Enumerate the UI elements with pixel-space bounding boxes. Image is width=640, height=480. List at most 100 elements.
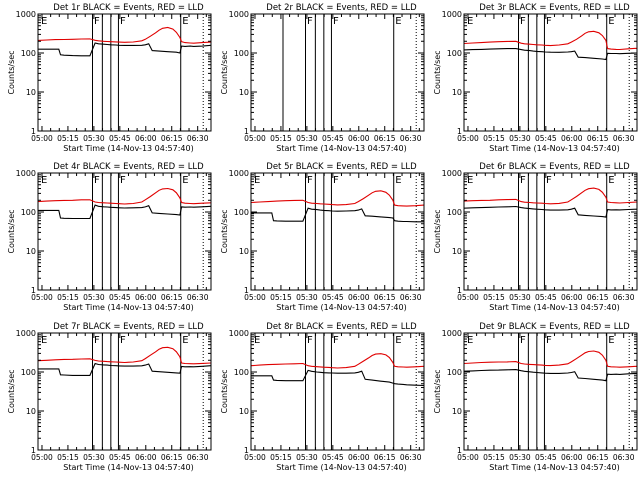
event-marker-label: F (307, 175, 313, 186)
y-tick-label: 1000 (442, 10, 462, 19)
chart-panel-3: Det 3r BLACK = Events, RED = LLD E F F E 1 10 1… (433, 3, 638, 153)
series-lld-line (250, 353, 425, 369)
x-axis-label: Start Time (14-Nov-13 04:57:40) (63, 144, 193, 153)
series-lld-line (37, 346, 212, 365)
event-marker-label: F (520, 16, 526, 27)
x-tick-label: 06:00 (561, 134, 583, 143)
x-tick-label: 05:45 (322, 293, 344, 302)
x-tick-label: 05:15 (270, 293, 292, 302)
y-tick-label: 10 (452, 88, 462, 97)
event-marker-label: E (608, 16, 614, 27)
x-tick-label: 05:45 (322, 453, 344, 462)
panel-title: Det 9r BLACK = Events, RED = LLD (479, 322, 630, 332)
y-tick-label: 100 (234, 208, 249, 217)
plot-frame (37, 172, 212, 291)
x-tick-label: 05:00 (31, 293, 53, 302)
y-axis-label: Counts/sec (433, 369, 442, 413)
x-axis-label: Start Time (14-Nov-13 04:57:40) (276, 303, 406, 312)
event-marker-label: F (307, 16, 313, 27)
x-tick-label: 05:45 (535, 293, 557, 302)
x-axis-label: Start Time (14-Nov-13 04:57:40) (489, 463, 619, 472)
y-tick-label: 10 (26, 88, 36, 97)
y-tick-label: 1 (31, 286, 36, 295)
event-marker-label: F (546, 335, 552, 346)
series-lld-line (463, 30, 638, 51)
x-tick-label: 06:30 (613, 453, 635, 462)
x-tick-label: 05:00 (244, 453, 266, 462)
y-tick-label: 1 (244, 286, 249, 295)
y-tick-label: 100 (21, 208, 36, 217)
x-tick-label: 05:45 (535, 453, 557, 462)
y-tick-label: 100 (234, 368, 249, 377)
x-tick-label: 05:30 (83, 134, 105, 143)
event-marker-label: E (608, 175, 614, 186)
y-tick-label: 1 (31, 446, 36, 455)
y-tick-label: 10 (239, 88, 249, 97)
event-marker-label: E (41, 335, 47, 346)
plot-frame (250, 332, 425, 451)
y-tick-label: 1000 (442, 169, 462, 178)
x-tick-label: 05:30 (296, 134, 318, 143)
x-axis-label: Start Time (14-Nov-13 04:57:40) (489, 303, 619, 312)
panel-title: Det 2r BLACK = Events, RED = LLD (266, 3, 417, 13)
chart-panel-6: Det 6r BLACK = Events, RED = LLD E F F E 1 10 1… (433, 162, 638, 312)
x-tick-label: 05:30 (509, 453, 531, 462)
series-events-line (251, 369, 425, 387)
y-tick-label: 10 (239, 247, 249, 256)
y-tick-label: 1000 (229, 329, 249, 338)
x-tick-label: 06:30 (400, 134, 422, 143)
x-tick-label: 06:15 (374, 293, 396, 302)
y-tick-label: 1000 (16, 10, 36, 19)
x-tick-label: 05:45 (535, 134, 557, 143)
x-tick-label: 05:30 (83, 453, 105, 462)
plot-frame (463, 13, 638, 132)
panels-container: Det 1r BLACK = Events, RED = LLD E F F E 1 10 1… (7, 3, 638, 472)
x-axis-label: Start Time (14-Nov-13 04:57:40) (276, 144, 406, 153)
event-marker-label: F (120, 335, 126, 346)
event-marker-label: F (307, 335, 313, 346)
x-tick-label: 05:15 (57, 293, 79, 302)
event-marker-label: E (467, 16, 473, 27)
x-tick-label: 05:15 (57, 453, 79, 462)
event-marker-label: E (467, 175, 473, 186)
event-marker-label: F (94, 16, 100, 27)
x-tick-label: 05:45 (109, 134, 131, 143)
series-events-line (463, 369, 638, 382)
y-axis-label: Counts/sec (433, 209, 442, 253)
event-marker-label: E (467, 335, 473, 346)
y-tick-label: 1 (244, 127, 249, 136)
x-tick-label: 06:00 (348, 293, 370, 302)
event-marker-label: E (395, 16, 401, 27)
y-tick-label: 10 (26, 247, 36, 256)
plot-frame (37, 13, 212, 132)
y-tick-label: 1000 (229, 169, 249, 178)
x-tick-label: 05:15 (270, 453, 292, 462)
x-tick-label: 05:30 (83, 293, 105, 302)
event-marker-label: F (94, 175, 100, 186)
panel-title: Det 5r BLACK = Events, RED = LLD (266, 162, 417, 172)
series-events-line (38, 42, 212, 57)
y-axis-label: Counts/sec (7, 369, 16, 413)
chart-panel-7: Det 7r BLACK = Events, RED = LLD E F F E 1 10 1… (7, 322, 212, 472)
series-lld-line (463, 350, 638, 368)
x-tick-label: 05:15 (483, 134, 505, 143)
y-tick-label: 1000 (16, 329, 36, 338)
y-axis-label: Counts/sec (433, 50, 442, 94)
x-tick-label: 06:30 (613, 134, 635, 143)
x-tick-label: 06:30 (400, 453, 422, 462)
series-events-line (38, 204, 212, 220)
panel-title: Det 7r BLACK = Events, RED = LLD (53, 322, 204, 332)
y-tick-label: 1 (457, 127, 462, 136)
y-tick-label: 100 (21, 368, 36, 377)
x-tick-label: 05:00 (457, 453, 479, 462)
x-tick-label: 06:15 (161, 293, 183, 302)
series-events-line (463, 48, 638, 61)
x-tick-label: 06:30 (187, 134, 209, 143)
y-tick-label: 1000 (442, 329, 462, 338)
series-lld-line (463, 187, 638, 205)
chart-panel-2: Det 2r BLACK = Events, RED = LLD F F E 1 10 10… (220, 3, 425, 153)
x-tick-label: 06:15 (374, 134, 396, 143)
x-tick-label: 05:15 (57, 134, 79, 143)
y-tick-label: 10 (452, 407, 462, 416)
chart-panel-4: Det 4r BLACK = Events, RED = LLD E F F E 1 10 1… (7, 162, 212, 312)
